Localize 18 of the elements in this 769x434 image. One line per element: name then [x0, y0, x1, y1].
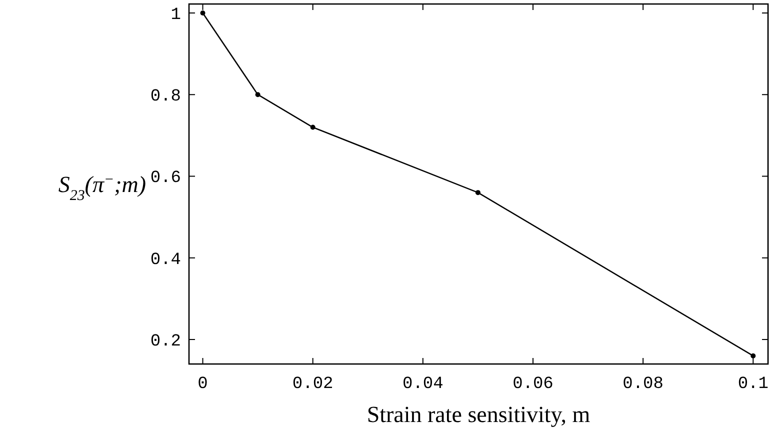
- point: [255, 92, 260, 98]
- x-tick-label: 0.06: [512, 375, 554, 394]
- point: [475, 190, 480, 196]
- y-tick-label: 0.6: [150, 169, 181, 188]
- point: [200, 10, 206, 16]
- y-tick-label: 0.4: [150, 250, 181, 270]
- y-tick-label: 0.8: [150, 88, 181, 107]
- point: [750, 353, 756, 358]
- x-tick-label: 0: [198, 375, 208, 394]
- x-axis-title: Strain rate sensitivity, m: [366, 402, 590, 427]
- point: [310, 124, 316, 130]
- x-tick-label: 0.04: [402, 375, 444, 394]
- x-tick-label: 0.1: [738, 375, 768, 394]
- y-tick-label: 1: [170, 6, 181, 25]
- x-tick-label: 0.08: [622, 375, 664, 394]
- x-tick-label: 0.02: [292, 375, 334, 394]
- y-axis-title: S$_{23}$(π$^{−}$;m): [58, 172, 146, 204]
- y-tick-label: 0.2: [150, 332, 181, 352]
